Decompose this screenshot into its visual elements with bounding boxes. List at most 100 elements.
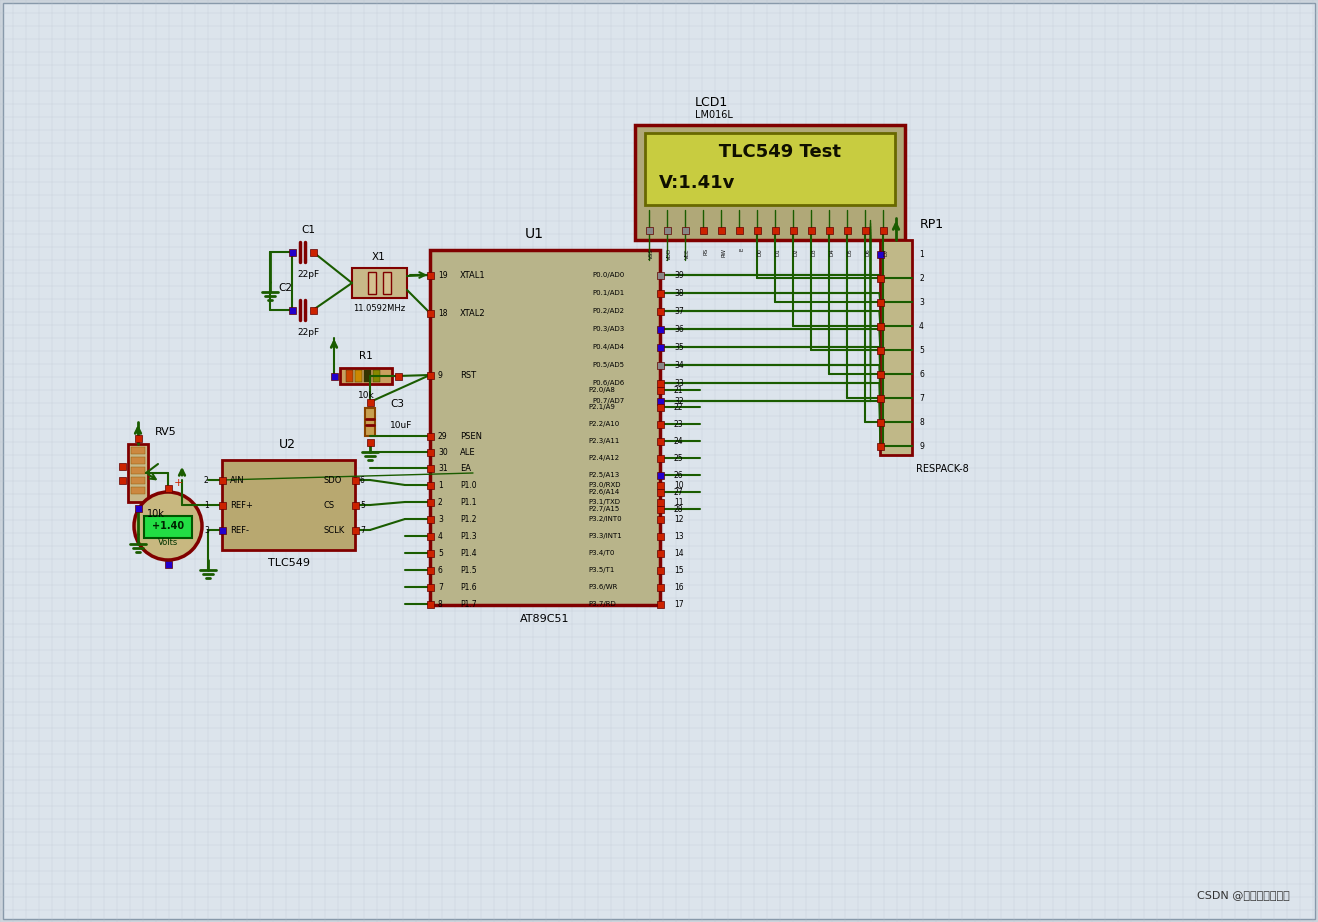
Text: P3.7/RD: P3.7/RD xyxy=(588,601,616,607)
Bar xyxy=(876,443,883,450)
Text: 22pF: 22pF xyxy=(297,269,319,278)
Bar xyxy=(373,370,380,382)
Text: 30: 30 xyxy=(438,447,448,456)
Text: SDO: SDO xyxy=(323,476,341,484)
Bar xyxy=(130,467,145,474)
Text: 28: 28 xyxy=(673,504,684,514)
Bar xyxy=(656,533,663,539)
Bar xyxy=(130,447,145,454)
Bar xyxy=(364,370,370,382)
Text: 34: 34 xyxy=(673,361,684,370)
Text: REF+: REF+ xyxy=(231,501,253,510)
Bar xyxy=(656,290,663,297)
Text: 6: 6 xyxy=(919,370,924,379)
Bar xyxy=(808,227,815,233)
Bar xyxy=(656,600,663,608)
Text: P1.0: P1.0 xyxy=(460,480,477,490)
Text: 2: 2 xyxy=(204,476,208,484)
Text: RESPACK-8: RESPACK-8 xyxy=(916,464,969,474)
Bar xyxy=(219,526,225,534)
Text: 37: 37 xyxy=(673,306,684,315)
Text: R1: R1 xyxy=(358,351,373,361)
Bar xyxy=(646,227,652,233)
Text: D2: D2 xyxy=(793,248,797,255)
Bar xyxy=(384,272,391,294)
Bar xyxy=(656,550,663,557)
Bar xyxy=(427,310,434,316)
Text: 7: 7 xyxy=(919,394,924,403)
Text: P2.4/A12: P2.4/A12 xyxy=(588,455,619,461)
Text: P3.2/INT0: P3.2/INT0 xyxy=(588,516,622,522)
Text: X1: X1 xyxy=(372,252,386,262)
Text: 7: 7 xyxy=(360,526,365,535)
Bar xyxy=(876,395,883,401)
Bar xyxy=(219,502,225,509)
Bar xyxy=(656,344,663,350)
Bar xyxy=(289,306,295,313)
Text: P3.1/TXD: P3.1/TXD xyxy=(588,499,619,505)
Text: VSS: VSS xyxy=(648,248,654,259)
Text: +1.40: +1.40 xyxy=(152,521,185,531)
Text: 8: 8 xyxy=(438,599,443,609)
Text: 25: 25 xyxy=(673,454,684,463)
Bar xyxy=(352,526,358,534)
Text: P0.4/AD4: P0.4/AD4 xyxy=(592,344,623,350)
Bar xyxy=(130,457,145,464)
Bar xyxy=(681,227,688,233)
Bar xyxy=(656,481,663,489)
Text: P1.3: P1.3 xyxy=(460,531,477,540)
Text: +: + xyxy=(173,478,183,488)
Text: P3.5/T1: P3.5/T1 xyxy=(588,567,614,573)
Text: 10k: 10k xyxy=(357,391,374,399)
Text: D1: D1 xyxy=(775,248,780,255)
Text: RST: RST xyxy=(460,371,476,380)
Bar xyxy=(144,516,192,538)
Text: 2: 2 xyxy=(919,274,924,282)
Text: P2.5/A13: P2.5/A13 xyxy=(588,472,619,478)
Bar xyxy=(165,484,171,491)
Bar xyxy=(717,227,725,233)
Text: RW: RW xyxy=(721,248,726,257)
Bar xyxy=(656,420,663,428)
Bar xyxy=(427,432,434,440)
Bar xyxy=(119,477,125,483)
Text: U2: U2 xyxy=(278,438,295,451)
Bar xyxy=(427,499,434,505)
Text: 3: 3 xyxy=(438,514,443,524)
Text: 1: 1 xyxy=(919,250,924,258)
Bar xyxy=(310,249,316,255)
Bar xyxy=(427,271,434,278)
Bar xyxy=(635,125,905,240)
Bar xyxy=(656,438,663,444)
Bar xyxy=(130,477,145,484)
Circle shape xyxy=(134,492,202,560)
Bar xyxy=(355,370,362,382)
Text: 33: 33 xyxy=(673,379,684,387)
Text: 3: 3 xyxy=(204,526,208,535)
Text: 9: 9 xyxy=(919,442,924,451)
Text: 23: 23 xyxy=(673,420,684,429)
Text: P1.1: P1.1 xyxy=(460,498,477,506)
Text: P1.4: P1.4 xyxy=(460,549,477,558)
Bar xyxy=(352,268,407,298)
Text: 24: 24 xyxy=(673,436,684,445)
Text: 11.0592MHz: 11.0592MHz xyxy=(353,303,405,313)
Bar xyxy=(876,275,883,281)
Bar xyxy=(427,550,434,557)
Bar xyxy=(366,439,373,445)
Text: C2: C2 xyxy=(278,283,293,293)
Text: D3: D3 xyxy=(811,248,816,255)
Bar xyxy=(656,308,663,314)
Text: 18: 18 xyxy=(438,309,448,317)
Bar xyxy=(876,371,883,377)
Text: 13: 13 xyxy=(673,531,684,540)
Text: 6: 6 xyxy=(438,565,443,574)
Text: 19: 19 xyxy=(438,270,448,279)
Bar xyxy=(427,465,434,471)
Bar xyxy=(656,455,663,462)
Bar xyxy=(735,227,742,233)
Bar xyxy=(427,584,434,590)
Text: D4: D4 xyxy=(829,248,834,255)
Text: P0.0/AD0: P0.0/AD0 xyxy=(592,272,625,278)
Bar xyxy=(219,477,225,483)
